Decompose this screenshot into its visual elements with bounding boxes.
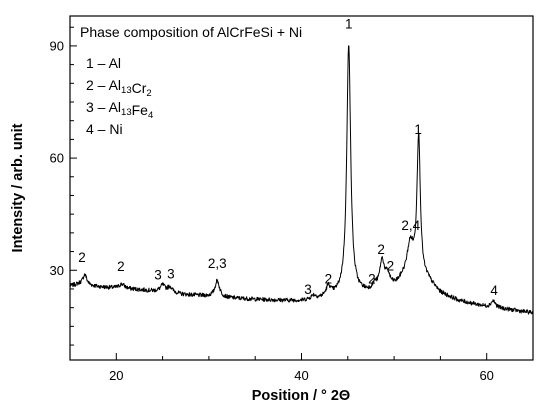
x-tick-label: 40 bbox=[294, 368, 308, 383]
peak-label: 2 bbox=[387, 259, 395, 274]
axis-ticks: 20 40 60 30 60 90 bbox=[50, 26, 534, 383]
legend-item-subscript: 13 bbox=[121, 107, 132, 118]
plot-frame bbox=[69, 15, 534, 361]
legend-item-number: 3 bbox=[86, 99, 94, 115]
legend-item: 2 – Al13Cr2 bbox=[86, 77, 152, 99]
peak-label: 1 bbox=[414, 122, 422, 137]
peak-label: 2,3 bbox=[208, 256, 227, 271]
legend-item-element: Al bbox=[109, 99, 121, 115]
legend-item: 1 – Al bbox=[86, 55, 121, 71]
y-axis-title: Intensity / arb. unit bbox=[10, 123, 26, 252]
legend-item-element: Fe bbox=[132, 102, 149, 118]
peak-label: 3 bbox=[154, 268, 162, 283]
legend-item: 3 – Al13Fe4 bbox=[86, 99, 153, 121]
legend-item-number: 1 bbox=[86, 55, 94, 71]
y-tick-label: 90 bbox=[50, 38, 64, 53]
series-line bbox=[69, 45, 534, 315]
y-tick-label: 30 bbox=[50, 263, 64, 278]
legend-item-number: 4 bbox=[86, 121, 94, 137]
legend-item-phase: Al bbox=[109, 55, 121, 71]
legend-item: 4 – Ni bbox=[86, 121, 123, 137]
legend-item-element: Al bbox=[109, 77, 121, 93]
peak-label: 2 bbox=[325, 271, 333, 286]
legend-dash: – bbox=[94, 55, 109, 71]
chart-title: Phase composition of AlCrFeSi + Ni bbox=[80, 24, 302, 40]
legend-dash: – bbox=[94, 99, 109, 115]
peak-label: 4 bbox=[490, 283, 498, 298]
legend-item-number: 2 bbox=[86, 77, 94, 93]
legend-dash: – bbox=[94, 77, 109, 93]
legend-item-subscript: 13 bbox=[121, 85, 132, 96]
legend-dash: – bbox=[94, 121, 110, 137]
x-tick-label: 60 bbox=[479, 368, 493, 383]
x-tick-label: 20 bbox=[109, 368, 123, 383]
peak-label: 2 bbox=[377, 242, 385, 257]
peak-label: 2 bbox=[117, 259, 125, 274]
peak-label: 1 bbox=[345, 16, 353, 31]
peak-label: 3 bbox=[304, 282, 312, 297]
peak-label: 2,4 bbox=[401, 218, 420, 233]
legend: Phase composition of AlCrFeSi + Ni 1 – A… bbox=[80, 24, 302, 137]
x-axis-title: Position / ° 2Θ bbox=[252, 388, 350, 404]
legend-item-element: Cr bbox=[132, 80, 147, 96]
legend-item-subscript: 4 bbox=[148, 110, 153, 121]
legend-item-phase: Ni bbox=[109, 121, 122, 137]
legend-item-subscript: 2 bbox=[146, 88, 151, 99]
peak-label: 2 bbox=[78, 250, 86, 265]
peak-label: 3 bbox=[167, 266, 175, 281]
peak-label: 2 bbox=[368, 272, 376, 287]
series-group bbox=[69, 45, 534, 315]
y-tick-label: 60 bbox=[50, 151, 64, 166]
